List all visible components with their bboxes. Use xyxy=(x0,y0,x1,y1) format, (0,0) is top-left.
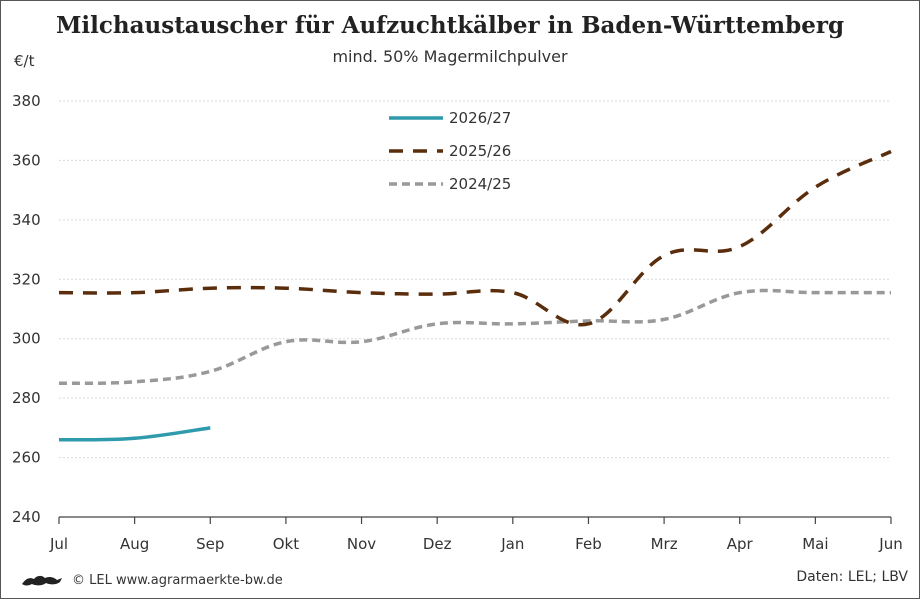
legend: 2026/27 2025/26 2024/25 xyxy=(389,109,511,193)
copyright-text: © LEL www.agrarmaerkte-bw.de xyxy=(72,572,283,588)
x-tick-label: Nov xyxy=(347,535,376,553)
y-tick-label: 380 xyxy=(12,92,41,110)
x-tick-label: Feb xyxy=(575,535,602,553)
chart-subtitle: mind. 50% Magermilchpulver xyxy=(332,47,568,66)
x-tick-label: Jun xyxy=(878,535,902,553)
x-tick-label: Aug xyxy=(120,535,149,553)
x-axis: Jul Aug Sep Okt Nov Dez Jan Feb Mrz Apr Mai Jun xyxy=(49,516,903,553)
footer-copyright: © LEL www.agrarmaerkte-bw.de xyxy=(20,572,283,588)
state-lion-logo-icon xyxy=(22,575,62,586)
x-tick-label: Dez xyxy=(423,535,452,553)
y-tick-label: 300 xyxy=(12,330,41,348)
series-line-2025-26 xyxy=(58,149,892,327)
y-tick-label: 240 xyxy=(12,508,41,526)
y-tick-labels: 240 260 280 300 320 340 360 380 xyxy=(12,92,41,526)
legend-label: 2025/26 xyxy=(449,142,511,160)
x-tick-label: Mrz xyxy=(651,535,678,553)
data-source: Daten: LEL; LBV xyxy=(796,569,908,585)
y-tick-label: 260 xyxy=(12,449,41,467)
x-tick-label: Okt xyxy=(273,535,299,553)
grid-lines xyxy=(59,100,891,459)
legend-label: 2026/27 xyxy=(449,109,511,127)
series-lines xyxy=(58,149,892,442)
legend-label: 2024/25 xyxy=(449,175,511,193)
series-line-2026-27 xyxy=(58,426,211,442)
x-tick-label: Apr xyxy=(727,535,754,553)
y-tick-label: 280 xyxy=(12,389,41,407)
x-tick-label: Sep xyxy=(196,535,224,553)
series-line-2024-25 xyxy=(58,288,891,386)
x-tick-label: Jul xyxy=(49,535,68,553)
y-tick-label: 340 xyxy=(12,211,41,229)
y-tick-label: 360 xyxy=(12,151,41,169)
y-tick-label: 320 xyxy=(12,270,41,288)
x-tick-label: Mai xyxy=(802,535,828,553)
y-axis-unit: €/t xyxy=(14,52,35,70)
chart-title: Milchaustauscher für Aufzuchtkälber in B… xyxy=(55,12,845,39)
x-tick-label: Jan xyxy=(500,535,524,553)
